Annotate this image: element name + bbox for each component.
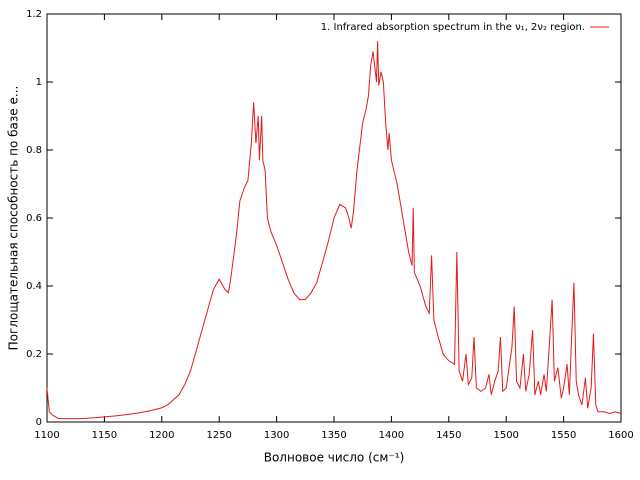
x-tick-label: 1200 [149, 430, 174, 441]
x-tick-label: 1250 [206, 430, 231, 441]
y-tick-label: 0.4 [26, 281, 42, 292]
spectrum-line [46, 41, 622, 420]
y-tick-label: 0.8 [26, 145, 42, 156]
x-tick-label: 1350 [321, 430, 346, 441]
x-tick-label: 1450 [436, 430, 461, 441]
y-tick-label: 1.2 [26, 9, 42, 20]
x-tick-label: 1500 [493, 430, 518, 441]
x-tick-label: 1600 [608, 430, 633, 441]
x-tick-label: 1300 [264, 430, 289, 441]
x-tick-label: 1100 [34, 430, 59, 441]
x-tick-label: 1400 [379, 430, 404, 441]
x-tick-label: 1550 [551, 430, 576, 441]
y-tick-label: 1 [36, 77, 42, 88]
x-tick-label: 1150 [92, 430, 117, 441]
y-axis-label: Поглощательная способность по базе е... [7, 86, 21, 351]
y-tick-label: 0 [36, 417, 42, 428]
y-tick-label: 0.2 [26, 349, 42, 360]
x-axis-label: Волновое число (см⁻¹) [264, 451, 405, 465]
legend-label: 1. Infrared absorption spectrum in the ν… [321, 22, 585, 33]
y-tick-label: 0.6 [26, 213, 42, 224]
